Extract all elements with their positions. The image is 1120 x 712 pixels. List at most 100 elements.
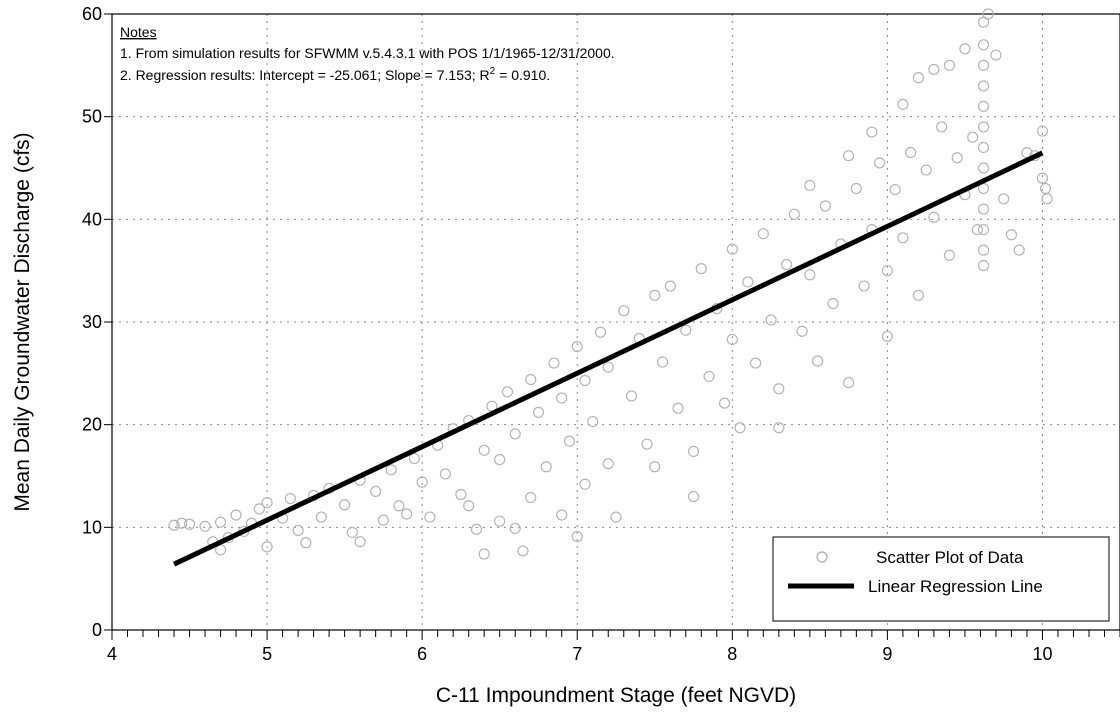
data-point xyxy=(977,100,990,113)
data-point xyxy=(439,468,452,480)
data-point xyxy=(563,435,576,447)
data-point xyxy=(478,548,490,560)
legend-scatter-label: Scatter Plot of Data xyxy=(876,548,1024,567)
data-point xyxy=(897,232,909,244)
notes-heading: Notes xyxy=(120,24,157,40)
data-point xyxy=(905,147,917,159)
data-point xyxy=(843,150,855,162)
data-point xyxy=(602,361,614,373)
notes-box: Notes 1. From simulation results for SFW… xyxy=(120,24,615,83)
data-point xyxy=(579,374,591,387)
data-point xyxy=(971,224,983,236)
data-point xyxy=(819,200,831,212)
data-point xyxy=(579,478,591,490)
data-point xyxy=(959,43,971,55)
data-point xyxy=(977,203,990,215)
data-point xyxy=(977,80,990,92)
x-axis: 4 5 6 7 8 9 10 xyxy=(107,630,1120,664)
data-point xyxy=(672,402,684,414)
data-point xyxy=(749,357,762,369)
data-point xyxy=(920,164,932,176)
data-point xyxy=(525,373,537,386)
data-point xyxy=(757,228,769,240)
y-axis-label: Mean Daily Groundwater Discharge (cfs) xyxy=(11,132,34,511)
data-point xyxy=(765,314,777,326)
data-point xyxy=(726,333,738,346)
x-tick-label: 7 xyxy=(572,644,582,664)
data-point xyxy=(977,16,990,28)
data-point xyxy=(385,464,397,476)
data-point xyxy=(664,280,676,292)
note-line-2-prefix: 2. Regression results: Intercept = -25.0… xyxy=(120,67,490,83)
data-point xyxy=(858,280,870,292)
data-point xyxy=(1005,229,1018,241)
data-point xyxy=(827,297,839,310)
data-point xyxy=(843,376,855,389)
data-point xyxy=(1036,172,1049,184)
data-point xyxy=(571,530,583,543)
data-point xyxy=(656,356,669,368)
data-point xyxy=(943,59,956,71)
data-point xyxy=(424,511,436,523)
data-point xyxy=(509,522,521,534)
data-point xyxy=(602,458,614,470)
data-point xyxy=(494,515,506,527)
data-point xyxy=(556,392,568,404)
data-point xyxy=(176,517,188,529)
note-line-2-superscript: 2 xyxy=(490,66,496,77)
note-line-2-suffix: = 0.910. xyxy=(495,67,550,83)
regression-line xyxy=(172,150,1044,567)
data-point xyxy=(977,162,990,174)
y-tick-label: 0 xyxy=(92,620,102,640)
data-point xyxy=(649,289,661,301)
data-point xyxy=(977,59,990,71)
data-point xyxy=(284,492,296,505)
data-point xyxy=(977,259,990,272)
data-point xyxy=(773,383,785,395)
data-point xyxy=(780,258,793,271)
data-point xyxy=(556,509,568,521)
data-point xyxy=(703,370,715,383)
data-point xyxy=(625,390,638,402)
data-point xyxy=(594,326,607,338)
data-point xyxy=(889,183,901,196)
data-point xyxy=(393,500,405,512)
data-point xyxy=(928,211,940,223)
data-point xyxy=(1013,244,1025,256)
data-point xyxy=(881,265,893,277)
data-point xyxy=(571,341,583,353)
legend-box xyxy=(772,536,1110,622)
data-point xyxy=(897,98,909,110)
data-point xyxy=(494,453,506,466)
data-point xyxy=(618,305,630,317)
y-tick-label: 50 xyxy=(82,107,102,127)
data-point xyxy=(261,541,273,553)
x-tick-label: 4 xyxy=(107,644,117,664)
data-point xyxy=(183,518,196,530)
data-point xyxy=(928,63,940,76)
data-point xyxy=(982,8,994,20)
legend: Scatter Plot of Data Linear Regression L… xyxy=(772,536,1110,622)
data-point xyxy=(718,397,731,409)
x-tick-label: 9 xyxy=(882,644,892,664)
data-point xyxy=(726,243,738,255)
data-point xyxy=(796,325,808,337)
x-tick-label: 8 xyxy=(727,644,737,664)
data-point xyxy=(977,39,990,51)
x-tick-label: 6 xyxy=(417,644,427,664)
data-point xyxy=(478,444,490,456)
data-point xyxy=(990,49,1002,61)
x-tick-label: 5 xyxy=(262,644,272,664)
x-tick-label: 10 xyxy=(1032,644,1052,664)
data-point xyxy=(525,491,537,504)
data-point xyxy=(641,438,653,450)
data-point xyxy=(401,508,413,520)
data-point xyxy=(199,520,211,532)
data-point xyxy=(998,193,1010,205)
data-point xyxy=(1041,193,1053,205)
data-point xyxy=(804,269,816,281)
data-point xyxy=(1036,125,1049,137)
data-point xyxy=(773,422,785,434)
y-tick-label: 40 xyxy=(82,209,102,229)
